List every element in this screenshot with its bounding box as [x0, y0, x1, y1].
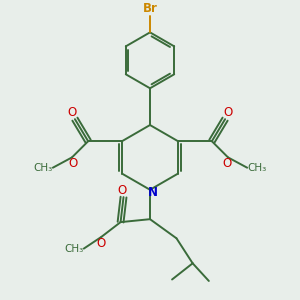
Text: O: O	[69, 158, 78, 170]
Text: O: O	[67, 106, 76, 119]
Text: Br: Br	[142, 2, 158, 15]
Text: CH₃: CH₃	[33, 163, 52, 173]
Text: O: O	[222, 158, 231, 170]
Text: CH₃: CH₃	[248, 163, 267, 173]
Text: O: O	[224, 106, 233, 119]
Text: CH₃: CH₃	[64, 244, 83, 254]
Text: O: O	[117, 184, 127, 197]
Text: N: N	[148, 186, 158, 199]
Text: O: O	[97, 237, 106, 250]
